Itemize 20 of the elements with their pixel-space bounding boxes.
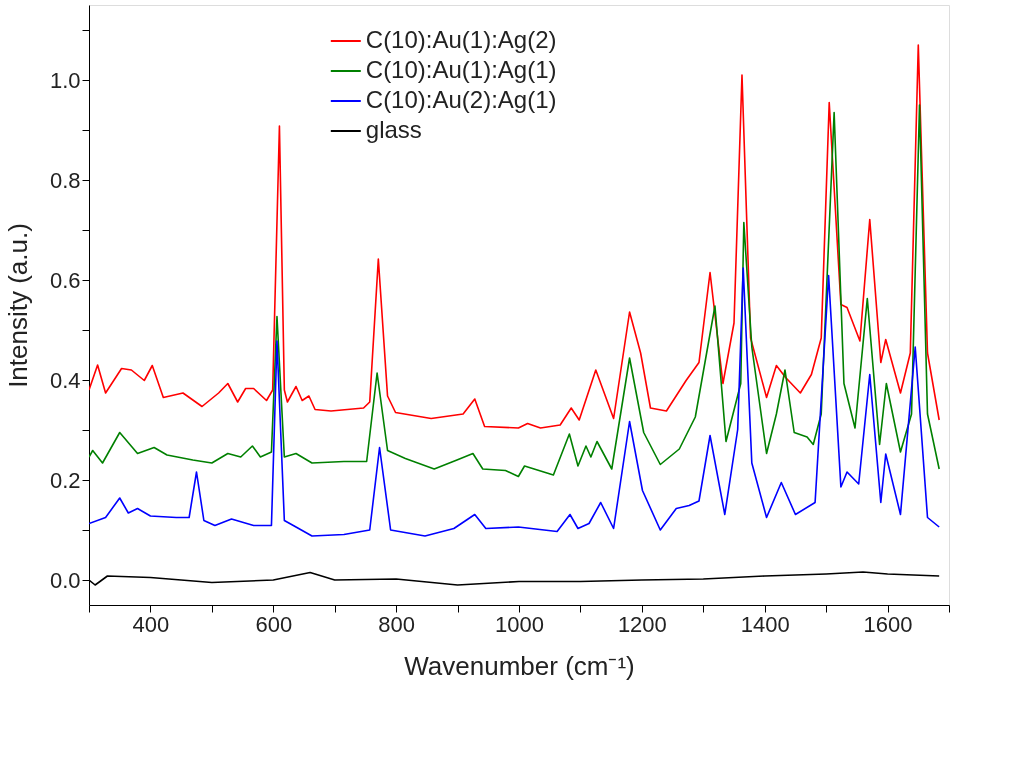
legend-label: C(10):Au(1):Ag(2): [365, 26, 557, 53]
y-tick-label: 0.2: [49, 467, 81, 493]
x-tick-label: 400: [132, 611, 170, 637]
x-tick-label: 1200: [617, 611, 667, 637]
y-tick-label: 0.0: [49, 567, 81, 593]
x-tick-label: 1000: [495, 611, 544, 637]
line-series: [89, 267, 940, 537]
x-tick-label: 800: [378, 611, 415, 637]
x-tick-label: 1600: [863, 611, 913, 637]
legend-label: C(10):Au(2):Ag(1): [365, 86, 557, 113]
y-tick-label: 0.4: [49, 367, 81, 393]
x-tick-label: 600: [255, 611, 293, 637]
y-tick-label: 1.0: [49, 67, 81, 93]
y-tick-label: 0.8: [49, 167, 81, 193]
legend-label: C(10):Au(1):Ag(1): [365, 56, 557, 83]
y-tick-label: 0.6: [49, 267, 81, 293]
y-axis-title: Intensity (a.u.): [2, 223, 33, 388]
legend-label: glass: [365, 116, 422, 143]
x-axis-title: Wavenumber (cm⁻¹): [404, 650, 635, 681]
x-tick-label: 1400: [740, 611, 790, 637]
